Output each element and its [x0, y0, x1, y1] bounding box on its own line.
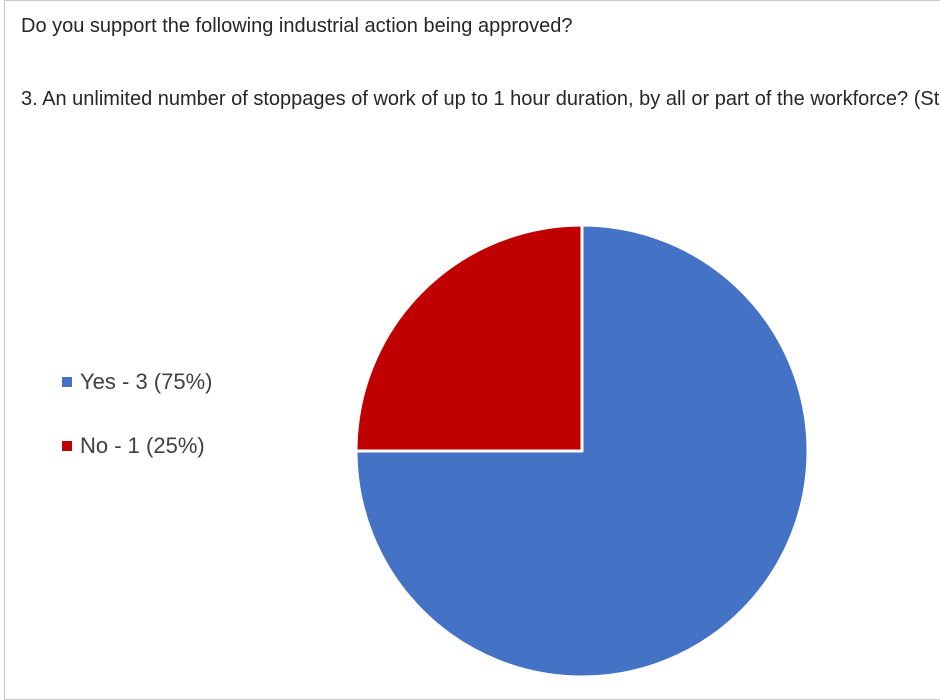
- legend-swatch-yes: [62, 377, 72, 387]
- question-detail: 3. An unlimited number of stoppages of w…: [21, 88, 940, 110]
- legend-swatch-no: [62, 441, 72, 451]
- pie-slice-yes: [354, 223, 810, 679]
- legend-label-yes: Yes - 3 (75%): [80, 369, 213, 394]
- legend-label-no: No - 1 (25%): [80, 433, 205, 458]
- legend: Yes - 3 (75%) No - 1 (25%): [62, 362, 212, 490]
- question-text: Do you support the following industrial …: [21, 15, 573, 37]
- pie-chart: [354, 223, 810, 679]
- legend-item-yes: Yes - 3 (75%): [62, 362, 212, 402]
- legend-item-no: No - 1 (25%): [62, 426, 212, 466]
- pie-slice-no: [354, 223, 584, 453]
